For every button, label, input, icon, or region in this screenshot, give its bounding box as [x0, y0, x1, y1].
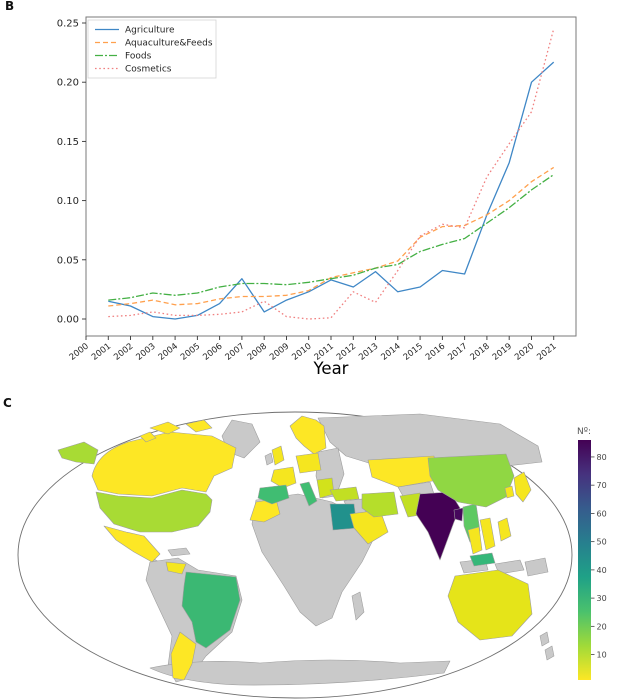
legend-entry-label: Cosmetics: [125, 65, 172, 75]
map-country-madagascar: [351, 591, 365, 621]
map-countries-layer: [57, 413, 555, 686]
map-country-argentina: [170, 631, 197, 681]
map-country-uk: [271, 445, 285, 466]
map-country-france: [270, 466, 297, 489]
series-line-agriculture: [108, 61, 555, 320]
map-region-antarctica: [149, 659, 451, 686]
colorbar-ticks: 80 70 60 50 40 30 20 10: [591, 453, 607, 660]
map-country-mexico: [103, 525, 161, 563]
x-axis-tick-label: 2021: [535, 341, 558, 362]
series-line-aquaculture-feeds: [108, 166, 555, 307]
line-chart-panel-b: 0.00 0.05 0.10 0.15 0.20 0.25 2000 2001 2002 2003…: [57, 16, 577, 378]
colorbar-tick-label: 20: [597, 622, 607, 631]
x-axis-tick-label: 2018: [469, 341, 492, 362]
x-axis-tick-label: 2017: [446, 341, 469, 362]
map-region-balkans-greece: [316, 477, 335, 499]
colorbar-tick-label: 70: [597, 481, 607, 490]
map-country-new-guinea: [524, 557, 549, 577]
map-country-venezuela: [165, 561, 187, 575]
x-axis-tick-label: 2010: [290, 341, 313, 362]
colorbar-tick-label: 60: [597, 509, 607, 518]
x-axis-tick-label: 2001: [90, 341, 113, 362]
legend-entry-label: Foods: [125, 52, 152, 62]
x-axis-tick-label: 2008: [246, 341, 269, 362]
colorbar-tick-label: 50: [597, 538, 607, 547]
world-choropleth-panel-c: Nº: 80 70 60 50 40 30 20 10: [17, 411, 607, 699]
legend-entry-label: Agriculture: [125, 26, 175, 36]
x-axis-tick-label: 2000: [68, 341, 91, 362]
x-axis-tick-label: 2007: [224, 341, 247, 362]
colorbar-tick-label: 40: [597, 566, 607, 575]
x-axis-tick-label: 2006: [201, 341, 224, 362]
map-country-south-korea: [504, 485, 515, 499]
x-axis-tick-label: 2020: [513, 341, 536, 362]
y-axis-tick-label: 0.25: [57, 19, 79, 30]
legend-entry-label: Aquaculture&Feeds: [125, 39, 213, 49]
y-axis-tick-label: 0.10: [57, 196, 79, 207]
map-country-philippines: [497, 517, 512, 542]
x-axis-tick-label: 2015: [402, 341, 425, 362]
map-country-iran: [361, 491, 399, 518]
x-axis-tick-label: 2004: [157, 341, 180, 362]
map-country-usa: [95, 489, 213, 533]
map-country-spain: [257, 484, 290, 505]
x-axis-tick-label: 2014: [379, 341, 402, 362]
map-country-japan: [513, 471, 532, 503]
colorbar-gradient-bar: [578, 440, 591, 680]
y-axis-tick-label: 0.05: [57, 255, 79, 266]
map-region-caribbean: [167, 547, 191, 557]
x-axis-tick-label: 2009: [268, 341, 291, 362]
y-axis-tick-label: 0.15: [57, 137, 79, 148]
x-axis-tick-label: 2019: [491, 341, 514, 362]
panel-b-label: B: [5, 0, 15, 13]
x-axis-title: Year: [313, 359, 349, 378]
map-region-scandinavia: [289, 415, 327, 455]
series-line-cosmetics: [108, 28, 555, 320]
panel-c-label: C: [3, 396, 12, 410]
map-country-bangladesh: [453, 507, 464, 522]
y-axis-tick-label: 0.00: [57, 315, 79, 326]
colorbar-label: Nº:: [577, 427, 591, 437]
colorbar-tick-label: 80: [597, 453, 607, 462]
colorbar-tick-label: 10: [597, 651, 607, 660]
map-country-turkey: [329, 486, 360, 502]
map-country-new-zealand-south: [544, 645, 555, 661]
map-country-vietnam: [479, 517, 496, 551]
x-axis-tick-label: 2003: [134, 341, 157, 362]
map-country-brazil: [181, 571, 241, 649]
colorbar-tick-label: 30: [597, 594, 607, 603]
y-axis-tick-label: 0.20: [57, 78, 79, 89]
x-axis-tick-label: 2016: [424, 341, 447, 362]
map-colorbar: Nº: 80 70 60 50 40 30 20 10: [577, 427, 607, 680]
map-country-new-zealand-north: [539, 631, 550, 647]
map-country-china: [427, 453, 515, 508]
map-country-australia: [447, 569, 533, 641]
map-country-alaska: [57, 441, 99, 465]
map-country-malaysia: [469, 552, 496, 567]
map-region-central-europe: [295, 452, 322, 474]
map-country-kazakhstan: [367, 455, 439, 488]
x-axis-tick-label: 2005: [179, 341, 202, 362]
x-axis-tick-label: 2013: [357, 341, 380, 362]
map-country-thailand: [467, 526, 483, 555]
map-country-italy: [299, 481, 318, 507]
series-line-foods: [108, 174, 555, 301]
map-country-ireland: [264, 452, 274, 466]
map-country-canada-islands: [139, 419, 213, 443]
x-axis-tick-label: 2002: [112, 341, 135, 362]
